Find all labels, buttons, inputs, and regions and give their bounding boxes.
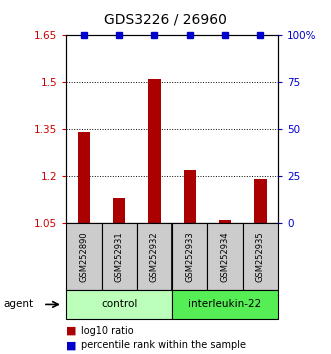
Bar	[254, 179, 266, 223]
Bar	[102, 223, 137, 290]
Bar	[78, 132, 90, 223]
Text: GDS3226 / 26960: GDS3226 / 26960	[104, 12, 227, 27]
Text: percentile rank within the sample: percentile rank within the sample	[81, 340, 246, 350]
Bar	[113, 198, 125, 223]
Text: interleukin-22: interleukin-22	[188, 299, 262, 309]
Text: GSM252935: GSM252935	[256, 231, 265, 282]
Bar	[66, 290, 172, 319]
Text: GSM252932: GSM252932	[150, 231, 159, 282]
Bar	[148, 79, 161, 223]
Text: log10 ratio: log10 ratio	[81, 326, 134, 336]
Bar	[172, 223, 208, 290]
Bar	[137, 223, 172, 290]
Text: agent: agent	[3, 299, 33, 309]
Text: ■: ■	[66, 326, 77, 336]
Bar	[243, 223, 278, 290]
Bar	[184, 170, 196, 223]
Text: GSM252933: GSM252933	[185, 231, 194, 282]
Text: ■: ■	[66, 340, 77, 350]
Bar	[219, 220, 231, 223]
Text: GSM252934: GSM252934	[220, 231, 230, 282]
Bar	[66, 223, 102, 290]
Bar	[208, 223, 243, 290]
Text: GSM252931: GSM252931	[115, 231, 124, 282]
Bar	[172, 290, 278, 319]
Text: control: control	[101, 299, 137, 309]
Text: GSM252890: GSM252890	[79, 231, 88, 282]
